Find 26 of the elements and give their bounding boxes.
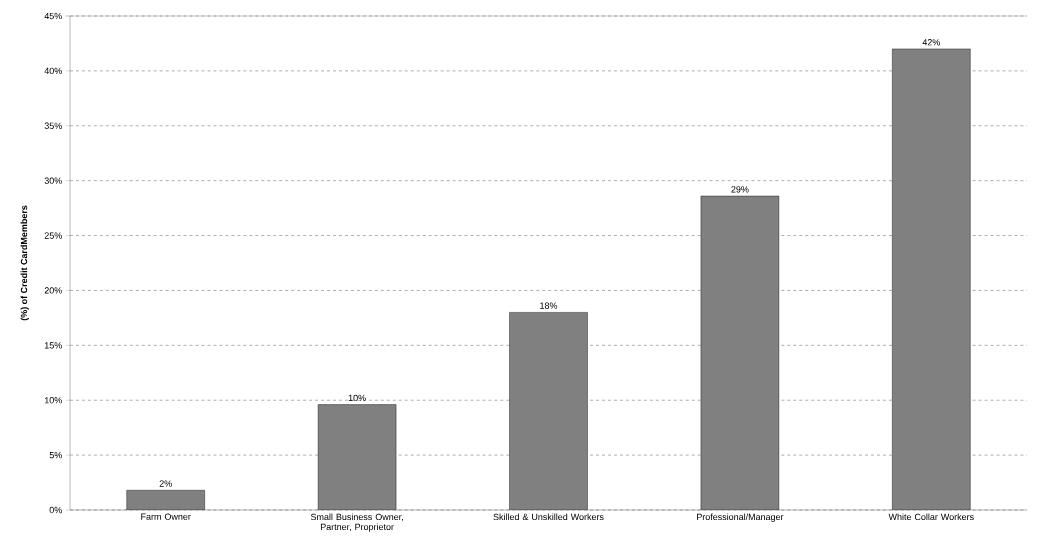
y-tick-label: 30% bbox=[44, 177, 62, 184]
y-tick-label: 45% bbox=[44, 12, 62, 20]
y-tick-label: 40% bbox=[44, 67, 62, 75]
data-label: 18% bbox=[540, 302, 558, 309]
x-tick-label: Farm Owner bbox=[141, 513, 191, 520]
x-tick-label: Small Business Owner, Partner, Proprietor bbox=[310, 513, 403, 532]
y-tick-label: 0% bbox=[49, 506, 62, 514]
bar bbox=[892, 48, 971, 510]
y-tick-label: 35% bbox=[44, 122, 62, 129]
y-axis-title: (%) of Credit CardMembers bbox=[20, 205, 29, 321]
data-label: 42% bbox=[922, 39, 940, 46]
y-tick-label: 10% bbox=[44, 397, 62, 404]
bar bbox=[509, 312, 588, 510]
data-label: 10% bbox=[348, 394, 366, 402]
y-tick-label: 15% bbox=[44, 342, 62, 349]
bar bbox=[126, 490, 205, 510]
x-tick-label: Skilled & Unskilled Workers bbox=[493, 513, 604, 521]
data-label: 29% bbox=[731, 186, 749, 193]
bar bbox=[700, 195, 780, 510]
y-tick-label: 25% bbox=[44, 232, 62, 239]
y-tick-label: 5% bbox=[49, 451, 62, 459]
y-tick-label: 20% bbox=[44, 287, 62, 294]
x-tick-label: White Collar Workers bbox=[888, 513, 974, 521]
data-label: 2% bbox=[159, 480, 172, 487]
x-tick-label: Professional/Manager bbox=[697, 513, 784, 522]
bar bbox=[317, 404, 397, 510]
